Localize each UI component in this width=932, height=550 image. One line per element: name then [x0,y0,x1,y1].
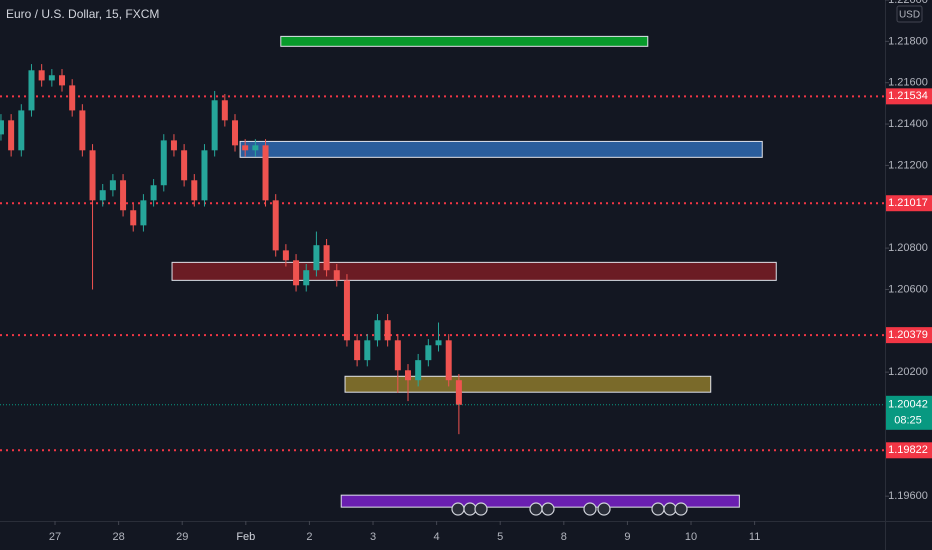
candle-body [313,245,320,271]
candle-body [252,145,259,151]
candle-body [191,180,198,201]
candle-body [69,85,76,111]
candle-body [445,340,452,381]
x-tick-label: 2 [306,531,312,543]
y-tick-label: 1.20600 [888,283,928,295]
event-icon [583,502,597,516]
candle-body [0,120,4,135]
candle-body [38,70,45,81]
y-tick-label: 1.21800 [888,35,928,47]
event-icon [674,502,688,516]
candle-body [415,360,422,381]
candle-body [59,75,66,86]
currency-box[interactable] [896,5,923,23]
level-label-bg [886,195,932,212]
candle-body [425,345,432,361]
candle-body [272,200,279,251]
level-label-bg [886,88,932,105]
candle-body [99,190,106,201]
zone [280,35,649,47]
x-tick-label: 4 [434,531,440,543]
event-icon [463,502,477,516]
candle-body [89,150,96,201]
y-tick-label: 1.22000 [888,0,928,6]
x-tick-label: 9 [624,531,630,543]
x-tick-label: Feb [236,531,255,543]
level-label: 1.20379 [888,329,928,341]
candle-body [435,340,442,346]
candle-body [120,180,127,211]
last-price-bg [886,395,932,430]
candle-body [201,150,208,201]
y-tick-label: 1.19600 [888,490,928,502]
zone [344,375,712,393]
candle-body [374,320,381,341]
level-label: 1.21017 [888,197,928,209]
candle-body [333,270,340,281]
candle-body [404,370,411,381]
chart-title: Euro / U.S. Dollar, 15, FXCM [6,7,159,21]
candle-body [79,110,86,151]
x-tick-label: 10 [685,531,697,543]
x-tick-label: 3 [370,531,376,543]
candle-body [211,100,218,151]
candle-body [48,75,55,81]
candle-body [282,250,289,261]
level-label: 1.19822 [888,444,928,456]
last-price-label: 1.20042 [888,399,928,411]
x-tick-label: 27 [49,531,61,543]
event-icon [663,502,677,516]
y-tick-label: 1.21200 [888,159,928,171]
zone [239,140,763,158]
candle-body [170,140,177,151]
x-tick-label: 5 [497,531,503,543]
x-tick-label: 28 [112,531,124,543]
y-tick-label: 1.20200 [888,366,928,378]
y-tick-label: 1.21400 [888,118,928,130]
event-icon [541,502,555,516]
candle-body [293,260,300,286]
candle-body [384,320,391,341]
y-tick-label: 1.20800 [888,242,928,254]
candle-body [303,270,310,286]
candle-body [28,70,35,111]
currency: USD [899,10,920,21]
candle-body [343,280,350,341]
candle-body [8,120,15,151]
level-label-bg [886,327,932,344]
plot [0,35,885,516]
candle-body [323,245,330,271]
candle-body [354,340,361,361]
candle-body [262,145,269,201]
event-icon [451,502,465,516]
y-tick-label: 1.21600 [888,77,928,89]
countdown: 08:25 [894,415,922,427]
candle-body [242,145,249,151]
candle-body [140,200,147,226]
candle-body [394,340,401,371]
event-icon [474,502,488,516]
x-tick-label: 8 [561,531,567,543]
x-tick-label: 11 [749,531,760,543]
zone [171,261,777,281]
candle-body [130,210,137,226]
candle-body [221,100,228,121]
candle-body [181,150,188,181]
candle-body [232,120,239,146]
candle-body [109,180,116,191]
candle-body [160,140,167,186]
x-tick-label: 29 [176,531,188,543]
candle-body [364,340,371,361]
event-icon [597,502,611,516]
level-label: 1.21534 [888,90,928,102]
candle-body [18,110,25,151]
candle-body [150,185,157,201]
event-icon [651,502,665,516]
event-icon [529,502,543,516]
candle-body [455,380,462,405]
level-label-bg [886,442,932,459]
